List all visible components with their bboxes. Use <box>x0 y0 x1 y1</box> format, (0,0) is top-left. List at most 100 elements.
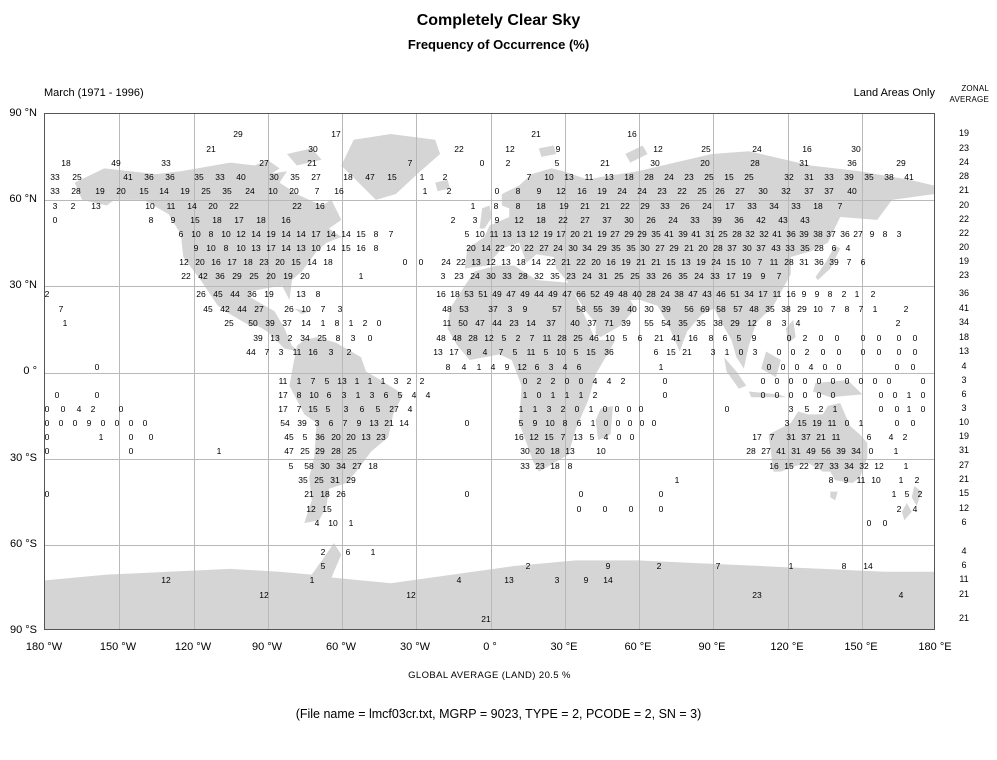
svalbard-land <box>538 145 557 157</box>
grid-value: 17 <box>758 288 768 299</box>
grid-value: 1 <box>518 403 524 414</box>
grid-value: 49 <box>604 288 614 299</box>
grid-value: 41 <box>664 228 674 239</box>
grid-value: 26 <box>680 200 690 211</box>
grid-value: 47 <box>284 445 294 456</box>
grid-value: 37 <box>587 317 597 328</box>
grid-value: 9 <box>801 288 807 299</box>
grid-value: 46 <box>716 288 726 299</box>
grid-value: 0 <box>780 361 786 372</box>
zonal-average-value: 3 <box>961 375 967 385</box>
grid-value: 10 <box>221 228 231 239</box>
grid-value: 41 <box>691 228 701 239</box>
grid-value: 2 <box>804 346 810 357</box>
grid-value: 0 <box>920 403 926 414</box>
grid-value: 35 <box>222 185 232 196</box>
grid-value: 19 <box>742 270 752 281</box>
grid-value: 5 <box>325 403 331 414</box>
grid-value: 3 <box>328 346 334 357</box>
grid-value: 47 <box>562 288 572 299</box>
grid-value: 17 <box>331 128 341 139</box>
grid-value: 32 <box>745 228 755 239</box>
grid-value: 29 <box>346 474 356 485</box>
novaya-zemlya-land <box>625 145 648 163</box>
grid-value: 38 <box>884 171 894 182</box>
grid-value: 30 <box>624 214 634 225</box>
grid-value: 0 <box>912 332 918 343</box>
grid-value: 21 <box>304 488 314 499</box>
grid-value: 0 <box>628 503 634 514</box>
grid-value: 8 <box>315 288 321 299</box>
grid-value: 21 <box>651 256 661 267</box>
grid-value: 0 <box>464 488 470 499</box>
grid-value: 41 <box>904 171 914 182</box>
grid-value: 33 <box>161 157 171 168</box>
grid-value: 37 <box>488 303 498 314</box>
zonal-header-line2: AVERAGE <box>949 95 989 104</box>
grid-value: 17 <box>752 431 762 442</box>
global-average-label: GLOBAL AVERAGE (LAND) 20.5 % <box>408 670 571 681</box>
grid-value: 6 <box>326 389 332 400</box>
grid-value: 1 <box>296 375 302 386</box>
grid-value: 21 <box>307 157 317 168</box>
grid-value: 0 <box>44 417 50 428</box>
grid-value: 58 <box>304 460 314 471</box>
grid-value: 47 <box>365 171 375 182</box>
grid-value: 0 <box>54 389 60 400</box>
grid-value: 20 <box>116 185 126 196</box>
grid-value: 6 <box>653 346 659 357</box>
grid-value: 7 <box>830 303 836 314</box>
grid-value: 3 <box>341 389 347 400</box>
grid-value: 48 <box>442 303 452 314</box>
grid-value: 5 <box>464 228 470 239</box>
grid-value: 37 <box>826 228 836 239</box>
grid-value: 2 <box>841 288 847 299</box>
grid-value: 39 <box>621 317 631 328</box>
grid-value: 16 <box>606 256 616 267</box>
grid-value: 12 <box>236 228 246 239</box>
grid-value: 0 <box>774 375 780 386</box>
grid-value: 2 <box>592 389 598 400</box>
grid-value: 23 <box>376 431 386 442</box>
grid-value: 20 <box>698 242 708 253</box>
grid-line-horizontal <box>45 286 934 287</box>
grid-value: 22 <box>620 200 630 211</box>
grid-value: 40 <box>847 185 857 196</box>
grid-value: 3 <box>278 346 284 357</box>
lon-tick-label: 150 °W <box>99 641 137 653</box>
grid-value: 0 <box>578 375 584 386</box>
grid-value: 13 <box>604 171 614 182</box>
grid-value: 11 <box>292 346 302 357</box>
grid-value: 11 <box>772 288 782 299</box>
grid-value: 30 <box>520 445 530 456</box>
grid-value: 0 <box>614 403 620 414</box>
grid-value: 48 <box>452 332 462 343</box>
grid-value: 31 <box>804 171 814 182</box>
grid-value: 35 <box>626 242 636 253</box>
grid-value: 19 <box>597 228 607 239</box>
grid-value: 7 <box>407 157 413 168</box>
grid-value: 1 <box>906 389 912 400</box>
grid-value: 36 <box>165 171 175 182</box>
grid-value: 0 <box>816 375 822 386</box>
grid-value: 37 <box>756 242 766 253</box>
grid-value: 0 <box>786 332 792 343</box>
grid-value: 25 <box>718 228 728 239</box>
grid-value: 14 <box>526 317 536 328</box>
grid-value: 24 <box>664 171 674 182</box>
grid-value: 0 <box>894 403 900 414</box>
grid-value: 15 <box>308 403 318 414</box>
grid-value: 42 <box>220 303 230 314</box>
sumatra-land <box>724 357 747 389</box>
grid-value: 1 <box>564 389 570 400</box>
grid-value: 13 <box>516 228 526 239</box>
grid-line-vertical <box>119 114 120 629</box>
grid-value: 30 <box>851 143 861 154</box>
grid-value: 29 <box>624 228 634 239</box>
grid-value: 10 <box>741 256 751 267</box>
grid-value: 36 <box>734 214 744 225</box>
grid-value: 13 <box>251 242 261 253</box>
grid-value: 30 <box>568 242 578 253</box>
grid-value: 0 <box>912 346 918 357</box>
grid-value: 57 <box>552 303 562 314</box>
